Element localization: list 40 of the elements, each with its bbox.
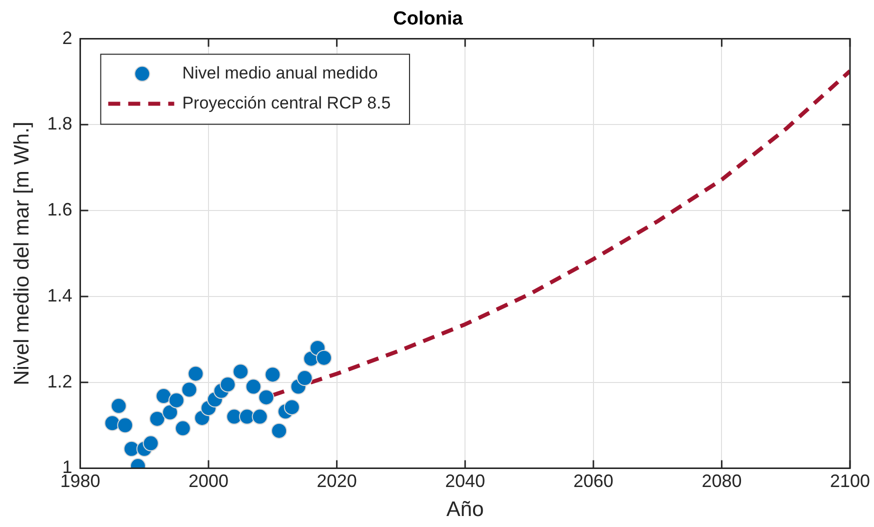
x-tick-label: 2000 <box>188 470 229 491</box>
point <box>239 408 256 425</box>
point <box>110 398 127 414</box>
y-tick-label: 2 <box>62 28 72 48</box>
x-tick-label: 2100 <box>830 470 870 491</box>
point <box>232 364 249 380</box>
point <box>271 422 288 439</box>
chart-title: Colonia <box>393 8 464 30</box>
point <box>284 399 300 416</box>
point <box>296 370 313 386</box>
point <box>142 435 159 452</box>
point <box>252 408 268 425</box>
legend-label: Nivel medio anual medido <box>182 63 378 82</box>
point <box>104 415 120 432</box>
point <box>316 350 332 366</box>
y-tick-label: 1.6 <box>47 200 72 220</box>
point <box>226 408 242 425</box>
x-tick-label: 2060 <box>573 470 614 491</box>
x-tick-label: 2040 <box>445 470 486 491</box>
x-tick-label: 2080 <box>702 470 742 491</box>
point <box>168 392 184 408</box>
point <box>258 389 274 406</box>
point <box>220 376 236 392</box>
x-tick-label: 2020 <box>316 470 357 491</box>
y-tick-label: 1.4 <box>47 285 72 306</box>
y-axis-title: Nivel medio del mar [m Wh.] <box>10 122 34 386</box>
point <box>188 366 204 382</box>
y-tick-label: 1.8 <box>47 114 72 134</box>
point <box>264 366 281 383</box>
point <box>149 410 166 427</box>
point <box>174 420 191 436</box>
point <box>117 417 134 434</box>
point <box>156 388 172 404</box>
y-tick-label: 1.2 <box>47 371 72 392</box>
x-axis-title: Año <box>446 498 484 522</box>
point <box>181 382 198 398</box>
point <box>124 440 140 457</box>
legend-label: Proyección central RCP 8.5 <box>182 93 391 112</box>
point <box>162 404 178 420</box>
point <box>245 378 262 395</box>
